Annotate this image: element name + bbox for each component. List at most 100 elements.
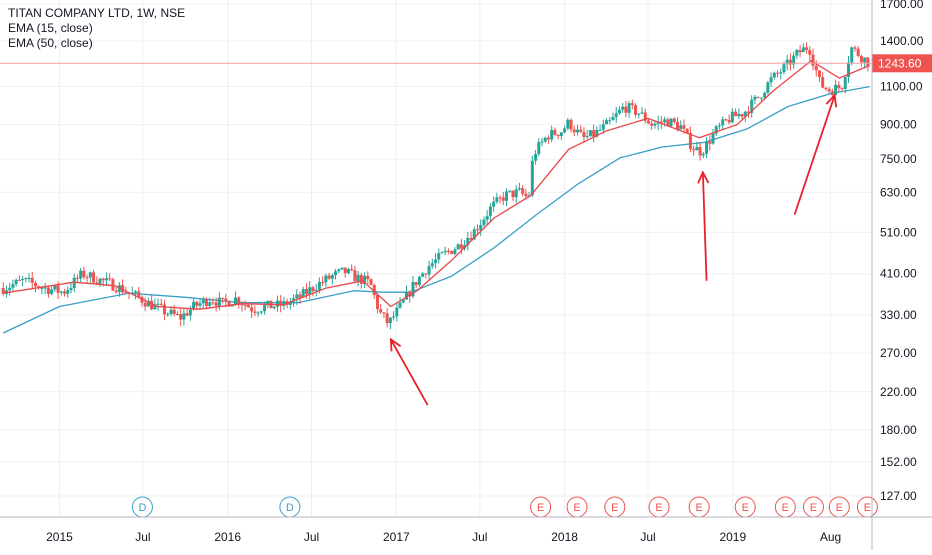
candle-body <box>53 285 57 290</box>
candle <box>630 99 634 110</box>
arrow-annotations <box>389 93 838 406</box>
candle <box>605 118 609 125</box>
candle <box>259 310 263 315</box>
candle-body <box>424 273 428 275</box>
candle <box>179 307 183 327</box>
candle <box>592 124 596 143</box>
candle-body <box>514 189 518 198</box>
candle-body <box>459 244 463 249</box>
candle-body <box>588 130 592 137</box>
candle <box>501 191 505 206</box>
y-tick-label: 750.00 <box>880 152 917 166</box>
candle <box>134 290 138 300</box>
candle <box>79 267 83 284</box>
candle-body <box>853 47 857 49</box>
candle-body <box>308 287 312 294</box>
candle <box>608 116 612 125</box>
candle <box>572 125 576 137</box>
candle-body <box>679 125 683 130</box>
candle <box>750 95 754 118</box>
candle-body <box>714 126 718 134</box>
candle <box>734 108 738 117</box>
candle <box>137 286 141 299</box>
candle-body <box>685 128 689 133</box>
candle <box>530 155 534 198</box>
candle-body <box>175 314 179 316</box>
candle <box>617 106 621 115</box>
candle <box>124 286 128 294</box>
candle <box>421 272 425 278</box>
candle-body <box>292 298 296 302</box>
earnings-marker-label: E <box>537 502 544 514</box>
candle <box>414 281 418 289</box>
candle-body <box>295 294 299 299</box>
candle-body <box>369 279 373 285</box>
candle-body <box>440 252 444 254</box>
candle <box>624 101 628 118</box>
candle-body <box>33 282 37 287</box>
candle-body <box>734 111 738 117</box>
candle <box>417 275 421 288</box>
y-tick-label: 630.00 <box>880 185 917 199</box>
candle-body <box>204 299 208 306</box>
candle <box>430 258 434 269</box>
candle <box>11 279 15 293</box>
candle-body <box>608 120 612 122</box>
candle <box>104 272 108 287</box>
candle-body <box>201 299 205 304</box>
candle <box>714 125 718 137</box>
candle <box>746 105 750 118</box>
candle-body <box>595 130 599 137</box>
candle <box>440 251 444 254</box>
candle <box>450 250 454 255</box>
candle-body <box>340 267 344 270</box>
candle <box>546 135 550 144</box>
candle-body <box>227 301 231 307</box>
candle <box>695 141 699 151</box>
candle <box>637 113 641 119</box>
candle-body <box>214 302 218 306</box>
candle-body <box>198 303 202 306</box>
candle <box>808 46 812 62</box>
candle <box>821 72 825 89</box>
candle-body <box>334 271 338 276</box>
candle <box>688 126 692 153</box>
earnings-marker-label: E <box>810 502 817 514</box>
candle-body <box>708 141 712 144</box>
candle-body <box>382 312 386 314</box>
candle-body <box>698 147 702 156</box>
candle-body <box>8 287 12 291</box>
candle-body <box>182 313 186 320</box>
candle-body <box>282 301 286 306</box>
candle-body <box>92 272 96 283</box>
candle <box>730 108 734 124</box>
candle <box>453 247 457 256</box>
candle <box>650 120 654 130</box>
x-tick-label: Jul <box>135 530 150 544</box>
candle-body <box>850 47 854 63</box>
chart-title: TITAN COMPANY LTD, 1W, NSE <box>8 6 186 20</box>
candle <box>514 185 518 203</box>
candle <box>240 301 244 312</box>
candle-body <box>179 314 183 320</box>
last-price-label: 1243.60 <box>878 56 922 70</box>
earnings-marker-label: E <box>573 502 580 514</box>
candle-body <box>417 276 421 285</box>
candle-body <box>140 296 144 303</box>
candle-body <box>592 130 596 137</box>
candle-body <box>663 119 667 123</box>
candle <box>156 298 160 312</box>
candle-body <box>543 137 547 142</box>
candle <box>614 106 618 123</box>
candles <box>1 42 870 330</box>
candle <box>724 118 728 122</box>
candle-body <box>727 119 731 123</box>
candle-body <box>730 111 734 123</box>
candle-body <box>614 113 618 118</box>
candle <box>211 297 215 306</box>
candle-body <box>327 275 331 279</box>
dividend-marker-label: D <box>138 502 146 514</box>
candle-body <box>1 288 5 294</box>
candle-body <box>314 289 318 291</box>
